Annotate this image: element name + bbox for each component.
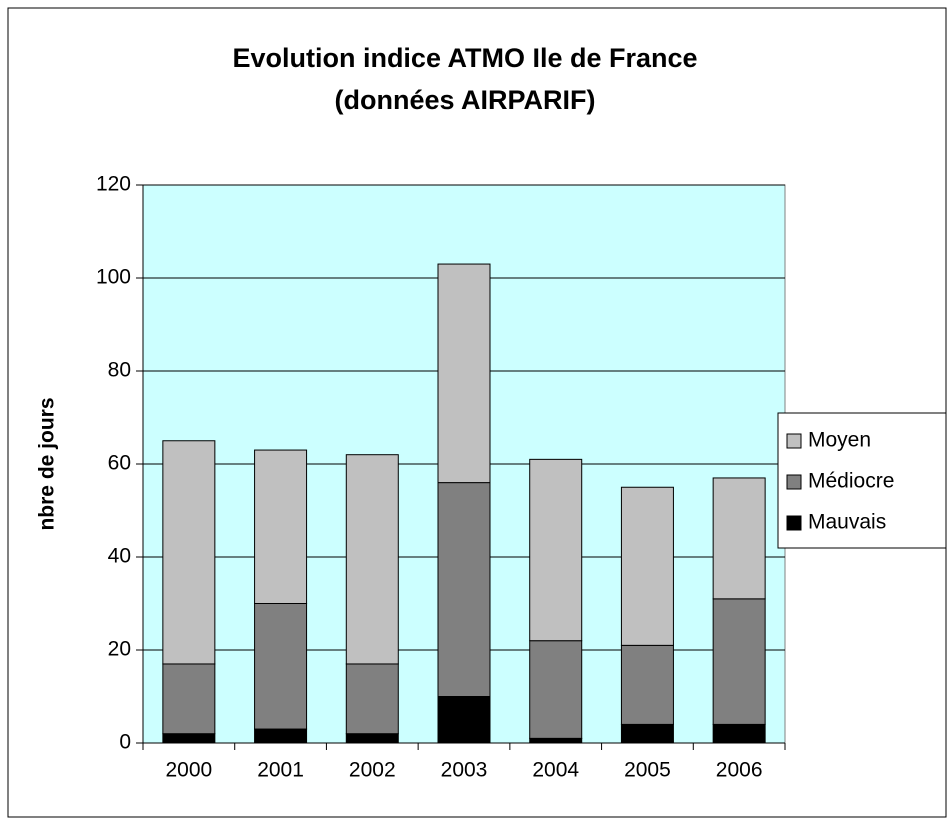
legend-swatch [786, 515, 802, 531]
bar-segment [529, 640, 583, 739]
x-tick-label: 2004 [532, 759, 579, 782]
y-tick-label: 120 [96, 173, 131, 196]
bar-segment [529, 458, 583, 642]
bar-segment [254, 728, 308, 744]
bar-segment [162, 663, 216, 735]
bar-segment [620, 486, 674, 646]
y-tick-label: 0 [119, 731, 131, 754]
y-axis-label: nbre de jours [36, 397, 59, 530]
legend-box [777, 412, 947, 549]
y-tick-label: 100 [96, 266, 131, 289]
bar-segment [712, 598, 766, 725]
bar-segment [345, 454, 399, 665]
bar-segment [620, 723, 674, 744]
bar-segment [712, 723, 766, 744]
bar-segment [620, 644, 674, 725]
x-tick-label: 2000 [165, 759, 212, 782]
y-tick-label: 40 [108, 545, 131, 568]
chart-subtitle: (données AIRPARIF) [335, 85, 596, 115]
bar-segment [254, 603, 308, 730]
legend-label: Moyen [808, 429, 871, 452]
bar-segment [437, 263, 491, 484]
bar-segment [254, 449, 308, 604]
x-tick-label: 2002 [349, 759, 396, 782]
bar-segment [345, 733, 399, 744]
bar-segment [345, 663, 399, 735]
chart-title: Evolution indice ATMO Ile de France [232, 43, 697, 73]
x-tick-label: 2003 [441, 759, 488, 782]
y-tick-label: 80 [108, 359, 131, 382]
bar-segment [437, 482, 491, 697]
bar-segment [529, 737, 583, 744]
x-tick-label: 2001 [257, 759, 304, 782]
legend-label: Médiocre [808, 470, 894, 493]
bar-segment [162, 440, 216, 665]
bar-segment [437, 696, 491, 744]
y-tick-label: 20 [108, 638, 131, 661]
legend-swatch [786, 433, 802, 449]
legend-label: Mauvais [808, 511, 886, 534]
bar-segment [162, 733, 216, 744]
legend-swatch [786, 474, 802, 490]
x-tick-label: 2005 [624, 759, 671, 782]
y-tick-label: 60 [108, 452, 131, 475]
bar-segment [712, 477, 766, 600]
x-tick-label: 2006 [716, 759, 763, 782]
